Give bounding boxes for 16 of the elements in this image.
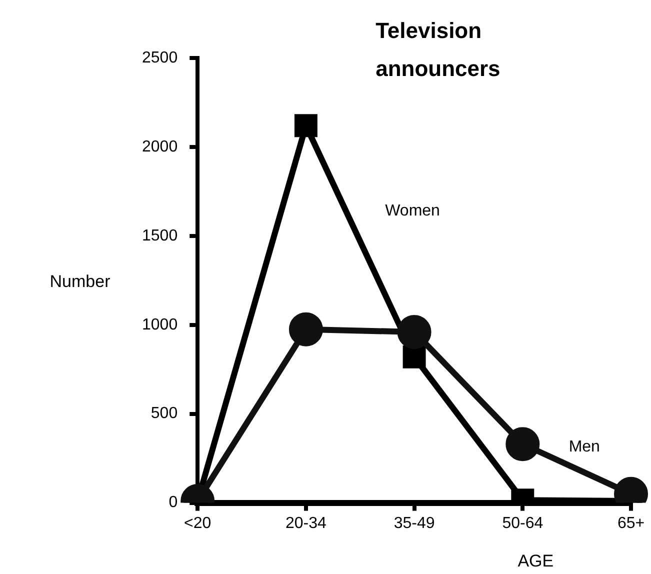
y-tick-label: 0 [168, 494, 178, 512]
x-tick-label: 50-64 [502, 514, 544, 532]
y-tick-label: 500 [150, 405, 178, 422]
x-tick-label: <20 [184, 514, 212, 532]
x-tick-label: 20-34 [285, 514, 327, 532]
x-tick-label: 65+ [617, 514, 645, 532]
y-tick-label: 2500 [142, 49, 178, 66]
x-tick-label: 35-49 [394, 514, 435, 532]
y-axis-title: Number [50, 272, 111, 292]
y-tick-label: 2000 [142, 138, 178, 156]
chart-title: Television announcers [376, 18, 500, 82]
y-tick-label: 1500 [142, 227, 178, 244]
x-axis-title: AGE [518, 552, 554, 571]
y-tick-label: 1000 [142, 316, 178, 334]
series-label: Men [568, 438, 600, 456]
series-label: Women [385, 202, 440, 220]
